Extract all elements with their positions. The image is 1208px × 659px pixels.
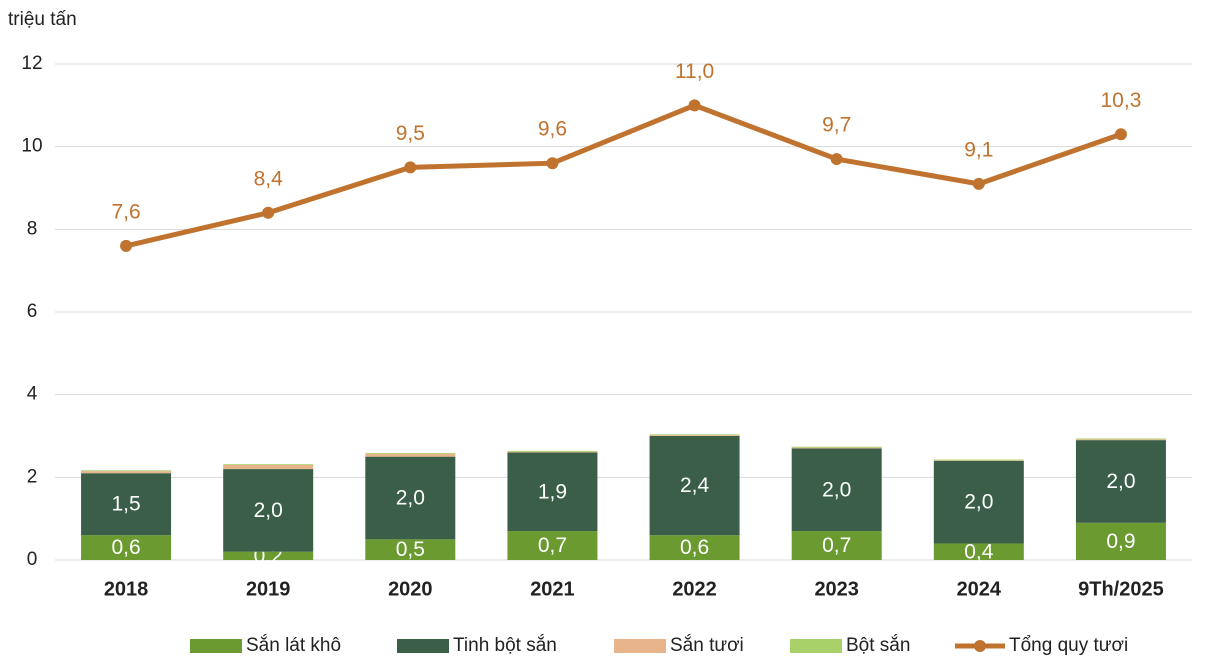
y-tick-label: 12	[21, 53, 42, 74]
bar-value-label: 0,5	[396, 538, 425, 561]
line-point	[830, 153, 843, 166]
bar-value-label: 0,4	[964, 540, 994, 563]
legend-swatch	[190, 639, 242, 653]
line-value-label: 9,5	[396, 122, 425, 145]
legend-swatch	[790, 639, 842, 653]
bar-segment	[223, 469, 314, 552]
legend-label: Sắn lát khô	[246, 634, 341, 656]
line-value-label: 9,6	[538, 118, 567, 141]
y-tick-label: 8	[27, 218, 38, 239]
y-tick-label: 2	[27, 466, 38, 487]
bar-segment	[1075, 438, 1166, 440]
line-point	[262, 206, 275, 219]
line-value-label: 9,7	[822, 114, 851, 137]
bar-value-label: 0,7	[538, 534, 567, 557]
legend-label: Bột sắn	[846, 634, 910, 656]
bar-segment	[1075, 522, 1166, 560]
bar-value-label: 2,4	[680, 474, 710, 497]
bar-segment	[507, 450, 598, 452]
bar-segment	[223, 551, 314, 560]
bar-value-label: 2,0	[254, 499, 283, 522]
bar-segment	[933, 543, 1024, 560]
line-value-label: 9,1	[964, 138, 993, 161]
x-tick-label: 2019	[246, 578, 291, 600]
line-point	[1114, 128, 1127, 141]
bar-segment	[1075, 440, 1166, 523]
bar-value-label: 0,6	[680, 536, 709, 559]
x-tick-label: 2020	[388, 578, 433, 600]
line-value-label: 8,4	[254, 167, 284, 190]
line-point	[404, 161, 417, 174]
bar-segment	[81, 470, 172, 472]
line-value-label: 7,6	[111, 200, 140, 223]
x-tick-label: 2022	[672, 578, 717, 600]
bar-segment	[81, 535, 172, 560]
bar-value-label: 1,5	[111, 493, 140, 516]
bar-segment	[933, 460, 1024, 544]
legend-label: Sắn tươi	[670, 634, 744, 656]
bar-segment	[365, 452, 456, 454]
bar-value-label: 0,7	[822, 534, 851, 557]
y-tick-label: 10	[21, 136, 42, 157]
line-value-label: 10,3	[1101, 89, 1142, 112]
line-point	[120, 239, 133, 252]
y-tick-label: 0	[27, 549, 38, 570]
x-tick-label: 2018	[104, 578, 149, 600]
bar-segment	[1075, 439, 1166, 441]
legend-swatch	[614, 639, 666, 653]
legend-swatch	[974, 640, 986, 652]
bar-segment	[649, 436, 740, 536]
y-axis-label: triệu tấn	[8, 9, 77, 30]
bar-segment	[507, 452, 598, 532]
y-tick-label: 4	[27, 384, 38, 405]
x-tick-label: 2021	[530, 578, 575, 600]
bar-segment	[223, 464, 314, 470]
bar-segment	[223, 464, 314, 465]
line-series	[125, 102, 1122, 249]
line-point	[688, 99, 701, 112]
bar-value-label: 2,0	[396, 487, 425, 510]
bar-segment	[791, 446, 882, 448]
bar-segment	[933, 459, 1024, 461]
bar-segment	[791, 531, 882, 560]
legend-label: Tổng quy tươi	[1009, 635, 1128, 656]
bar-segment	[649, 535, 740, 560]
bar-value-label: 2,0	[822, 478, 851, 501]
bar-value-label: 2,0	[1106, 470, 1135, 493]
bar-value-label: 2,0	[964, 491, 993, 514]
legend-swatch	[397, 639, 449, 653]
y-tick-label: 6	[27, 301, 38, 322]
bar-value-label: 1,9	[538, 480, 567, 503]
bar-segment	[649, 434, 740, 436]
bar-segment	[507, 531, 598, 560]
bar-segment	[365, 539, 456, 560]
line-point	[972, 177, 985, 190]
line-value-label: 11,0	[675, 60, 714, 83]
bar-segment	[81, 473, 172, 536]
bar-segment	[649, 435, 740, 436]
line-point	[546, 157, 559, 170]
bar-value-label: 0,9	[1106, 530, 1135, 553]
x-tick-label: 2023	[814, 578, 859, 600]
bar-segment	[365, 453, 456, 457]
legend-label: Tinh bột sắn	[453, 634, 557, 656]
bar-segment	[507, 451, 598, 453]
bar-segment	[365, 456, 456, 540]
bar-value-label: 0,6	[111, 536, 140, 559]
bar-segment	[791, 448, 882, 532]
x-tick-label: 9Th/2025	[1078, 578, 1164, 600]
bar-segment	[81, 471, 172, 474]
x-tick-label: 2024	[957, 578, 1002, 600]
bar-segment	[791, 447, 882, 449]
